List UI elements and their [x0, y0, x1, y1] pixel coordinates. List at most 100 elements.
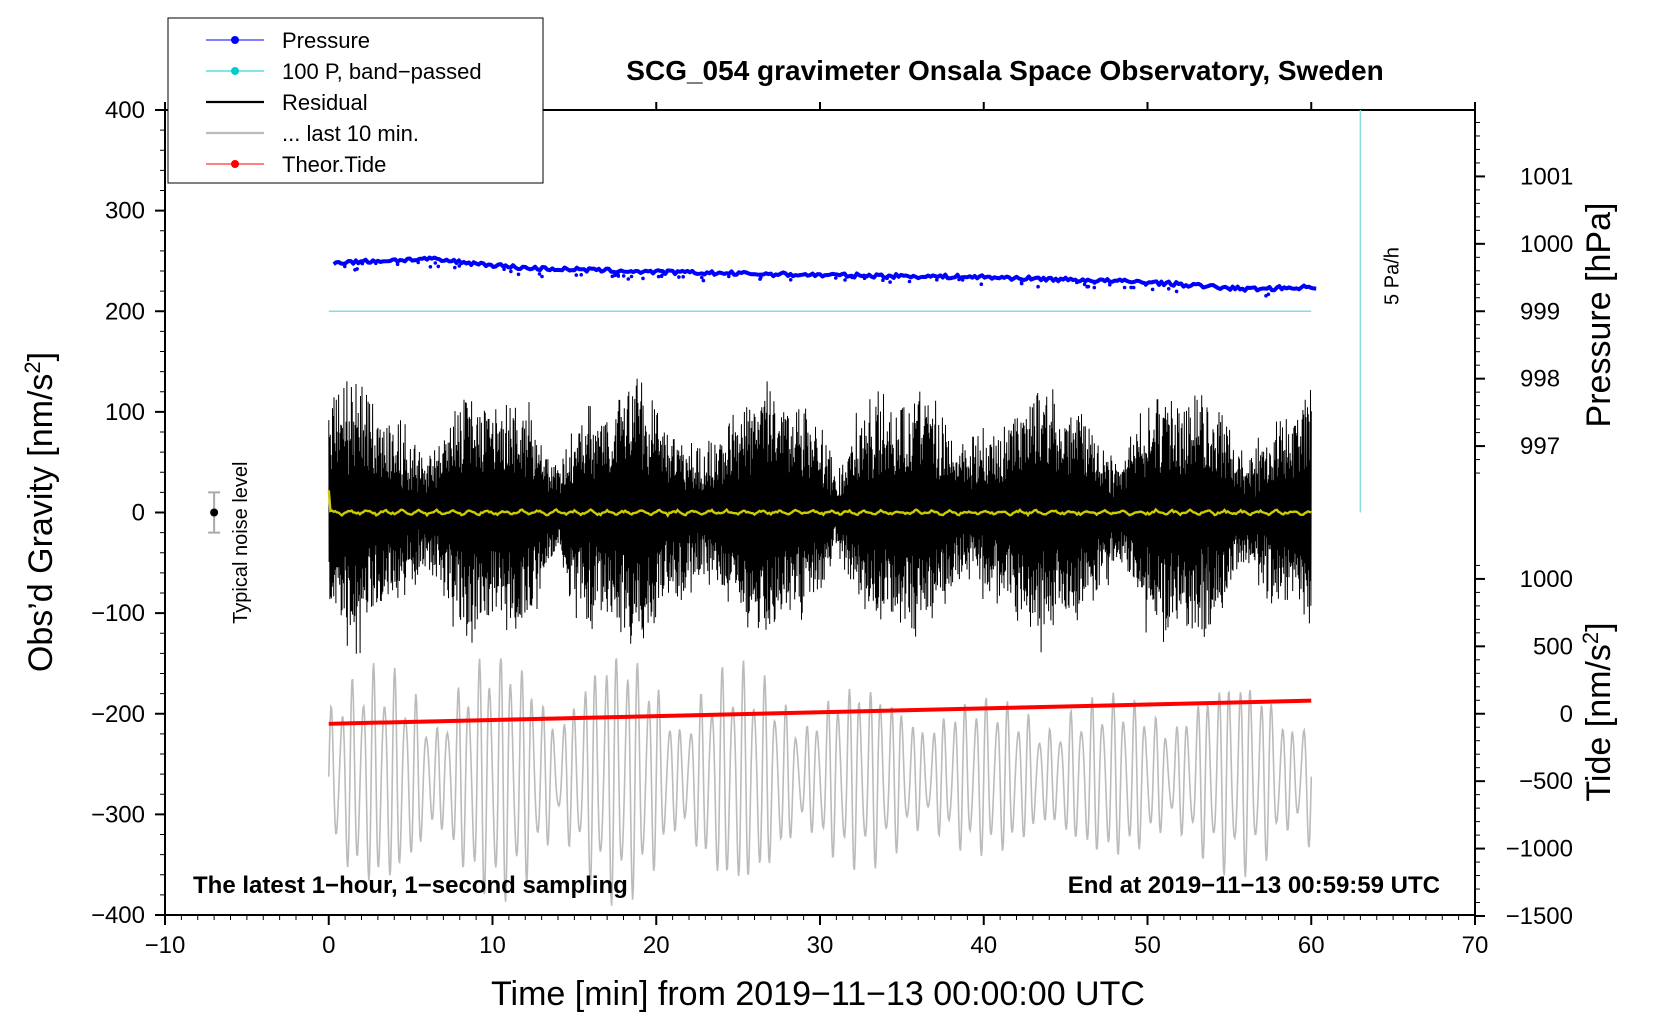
pressure-point — [1085, 284, 1089, 289]
legend-label: Pressure — [282, 28, 370, 53]
legend: Pressure 100 P, band−passed Residual ... la… — [167, 17, 544, 184]
pressure-point — [960, 278, 965, 282]
noise-point — [210, 508, 219, 517]
pressure-point — [862, 276, 867, 281]
pressure-point — [656, 274, 661, 279]
pressure-point — [843, 278, 847, 282]
residual-series — [328, 378, 1312, 654]
tide-tick-label: −500 — [1519, 768, 1573, 795]
legend-label: Residual — [282, 90, 368, 115]
legend-item: Theor.Tide — [206, 152, 386, 177]
pressure-point — [1082, 282, 1087, 287]
pressure-point — [759, 275, 763, 280]
x-tick-label: 50 — [1134, 932, 1161, 959]
pressure-point — [1075, 280, 1079, 285]
legend-swatch-marker — [231, 160, 239, 168]
pressure-point — [1174, 289, 1179, 294]
x-tick-label: 40 — [970, 932, 997, 959]
pressure-point — [850, 275, 854, 280]
pressure-point — [428, 265, 433, 269]
legend-item: Residual — [206, 90, 368, 115]
pressure-point — [621, 274, 626, 278]
tide-tick-label: −1500 — [1506, 903, 1573, 930]
x-tick-label: 60 — [1298, 932, 1325, 959]
pressure-point — [436, 264, 441, 269]
y-tick-label: 200 — [105, 298, 145, 325]
scale-bar-label: 5 Pa/h — [1381, 247, 1403, 305]
last-10-min-series — [328, 658, 1313, 906]
last-10-min-line — [328, 658, 1313, 906]
pressure-point — [935, 278, 939, 282]
pressure-point — [681, 275, 685, 279]
pressure-point — [700, 275, 704, 280]
pressure-point — [1108, 282, 1112, 287]
pressure-point — [1129, 285, 1133, 290]
pressure-point — [1150, 287, 1155, 292]
legend-swatch-marker — [231, 67, 239, 75]
legend-label: 100 P, band−passed — [282, 59, 482, 84]
y-tick-label: −400 — [91, 902, 145, 929]
pressure-point — [888, 280, 892, 284]
pressure-point — [433, 261, 438, 265]
pressure-point — [509, 269, 513, 274]
pressure-point — [957, 277, 961, 282]
pressure-point — [374, 261, 378, 266]
pressure-point — [612, 273, 617, 278]
x-tick-label: 30 — [807, 932, 834, 959]
legend-box — [167, 17, 544, 184]
y-tick-label: 0 — [132, 500, 145, 527]
pressure-point — [453, 265, 457, 270]
pressure-series — [332, 255, 1317, 298]
annotation-right: End at 2019−11−13 00:59:59 UTC — [1068, 872, 1440, 899]
residual-smoothed-series — [327, 490, 1312, 518]
x-axis-title: Time [min] from 2019−11−13 00:00:00 UTC — [491, 975, 1145, 1013]
pressure-tick-label: 1001 — [1520, 163, 1573, 190]
pressure-point — [416, 260, 421, 265]
pressure-point — [727, 274, 731, 279]
tide-tick-label: 0 — [1560, 701, 1573, 728]
legend-label: Theor.Tide — [282, 152, 386, 177]
pressure-axis-ticks: 1001 1000 999 998 997 — [1475, 121, 1573, 474]
pressure-point — [881, 278, 885, 283]
pressure-point — [701, 278, 706, 283]
noise-marker: Typical noise level — [208, 462, 252, 624]
pressure-point — [907, 279, 912, 284]
pressure-tick-label: 999 — [1520, 298, 1560, 325]
pressure-line — [332, 255, 1317, 293]
pressure-tick-label: 998 — [1520, 366, 1560, 393]
tide-line — [328, 698, 1312, 726]
pressure-point — [834, 276, 838, 280]
pressure-point — [1166, 287, 1171, 291]
tide-axis-title: Tide [nm/s2] — [1578, 622, 1618, 801]
pressure-point — [1092, 281, 1097, 285]
pressure-tick-label: 1000 — [1520, 231, 1573, 258]
y-axis-title: Obs’d Gravity [nm/s2] — [20, 352, 60, 672]
pressure-point — [360, 261, 365, 266]
y-tick-label: 100 — [105, 399, 145, 426]
x-tick-label: 70 — [1462, 932, 1489, 959]
residual-smoothed-line — [327, 490, 1312, 518]
pressure-point — [457, 264, 462, 268]
theoretical-tide-series — [328, 698, 1312, 726]
pressure-tick-label: 997 — [1520, 433, 1560, 460]
pressure-point — [885, 276, 889, 281]
pressure-point — [1122, 285, 1127, 290]
pressure-point — [641, 276, 645, 281]
pressure-point — [353, 268, 357, 272]
pressure-point — [629, 274, 634, 279]
tide-tick-label: −1000 — [1506, 836, 1573, 863]
y-axis-ticks: 400 300 200 100 0 −100 −200 −300 −400 — [91, 97, 165, 929]
pressure-point — [395, 262, 400, 267]
legend-label: ... last 10 min. — [282, 121, 419, 146]
tide-tick-label: 1000 — [1520, 566, 1573, 593]
pressure-point — [659, 274, 664, 279]
pressure-point — [574, 273, 579, 277]
pressure-point — [579, 273, 583, 277]
pressure-point — [1144, 283, 1148, 287]
pressure-point — [343, 264, 347, 269]
tide-axis-ticks: 1000 500 0 −500 −1000 −1500 — [1475, 564, 1573, 930]
pressure-point — [1131, 285, 1136, 290]
x-tick-label: 10 — [479, 932, 506, 959]
pressure-point — [626, 277, 631, 281]
